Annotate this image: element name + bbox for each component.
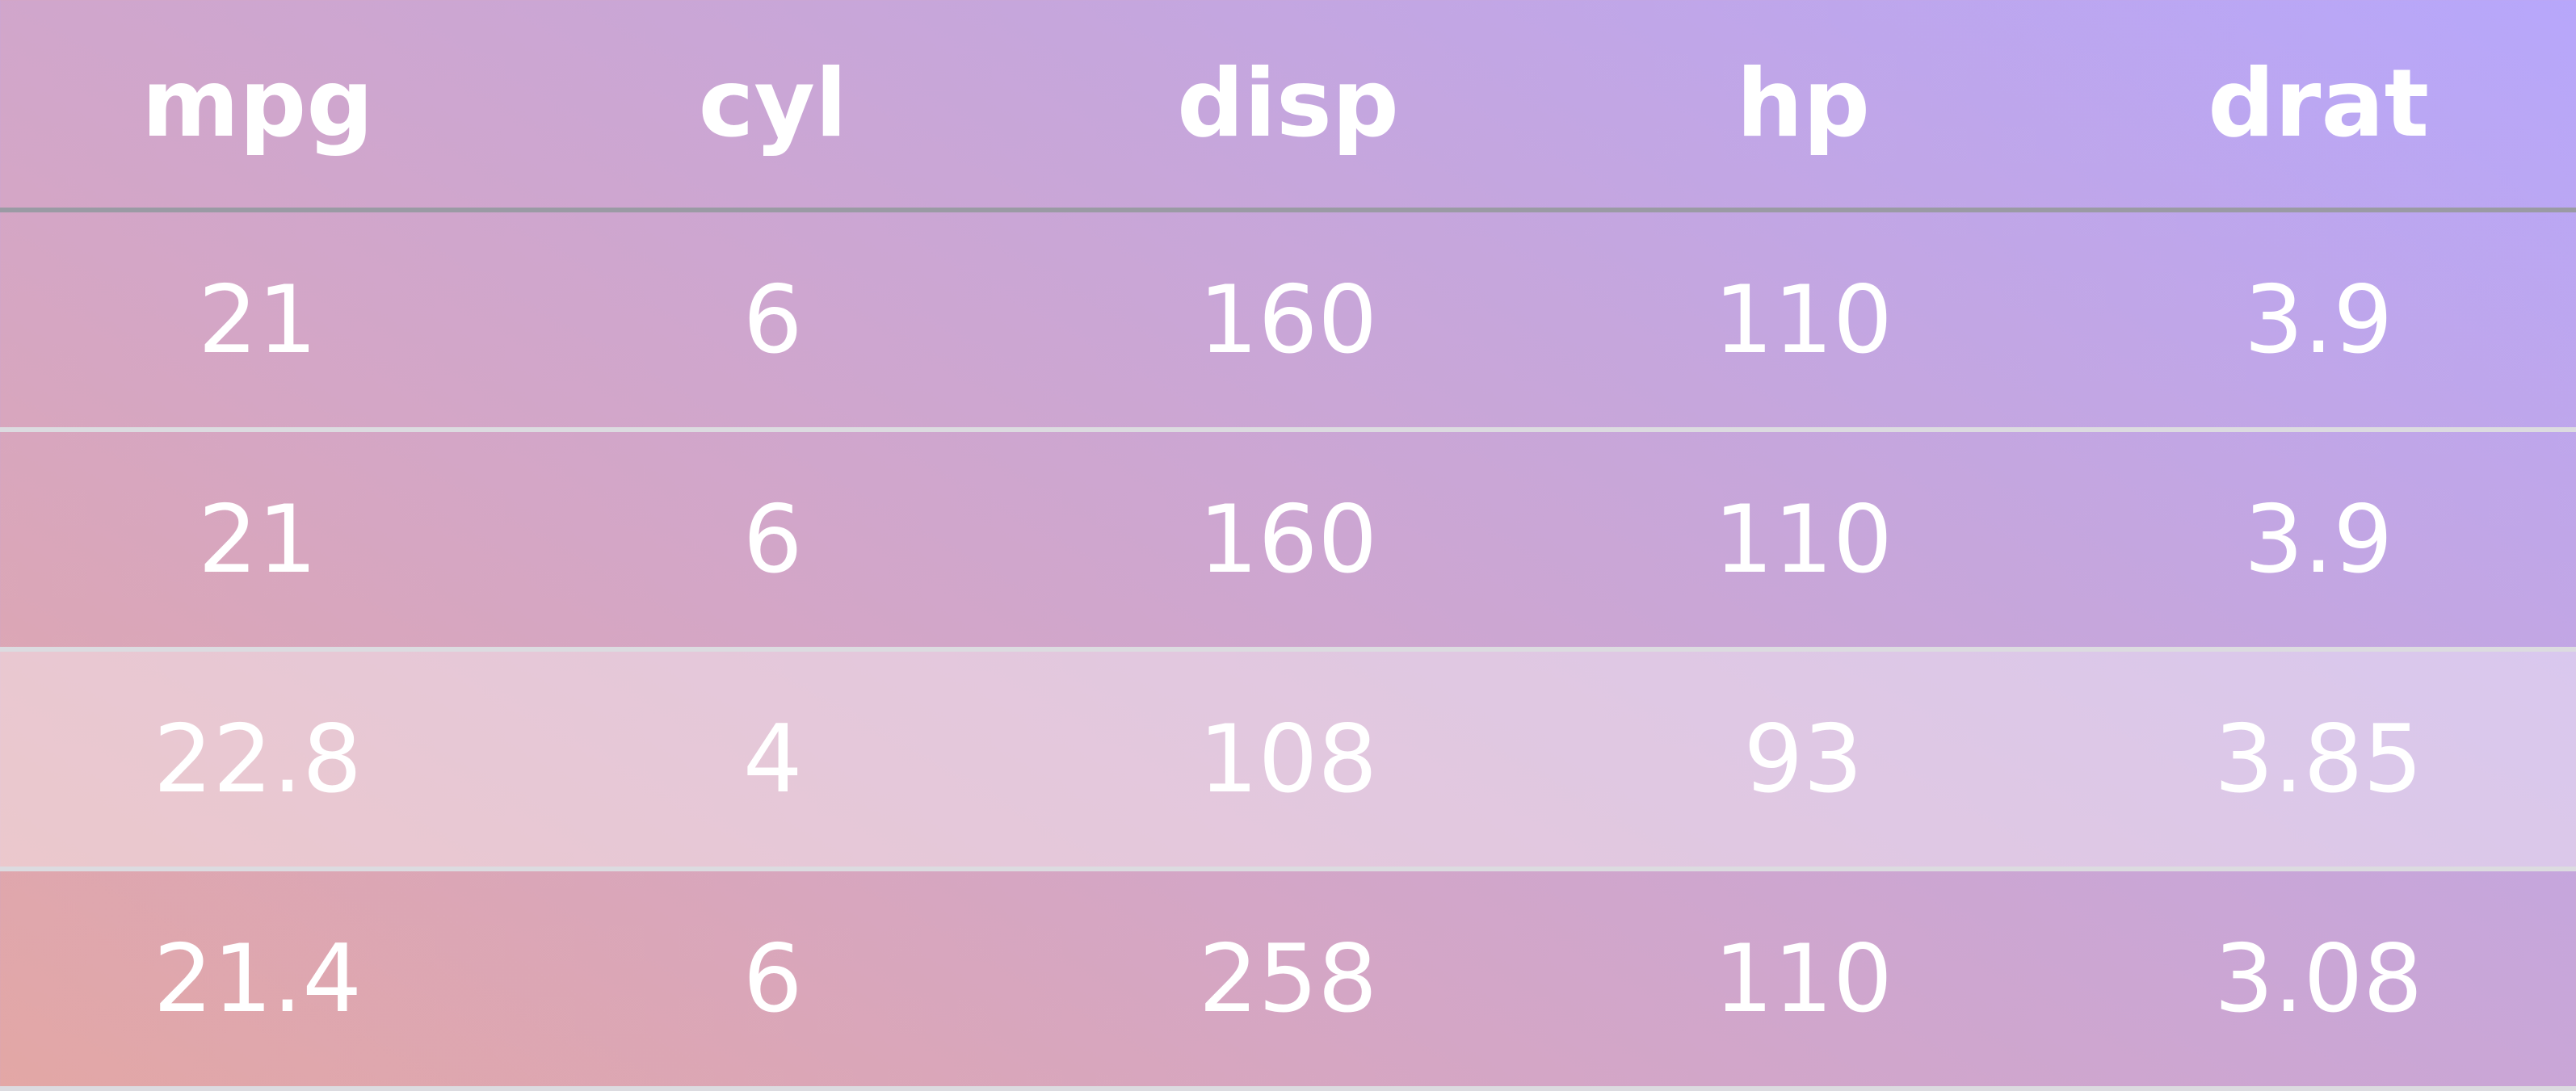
table-cell: 6 <box>515 427 1031 649</box>
table-row[interactable]: 21.4 6 258 110 3.08 <box>0 867 2576 1091</box>
table-header: mpg cyl disp hp drat <box>0 0 2576 212</box>
table-cell: 21 <box>0 427 515 649</box>
table-cell: 21 <box>198 265 317 375</box>
column-header-mpg[interactable]: mpg <box>0 0 515 212</box>
table-cell: 4 <box>515 647 1031 869</box>
table-cell: 93 <box>1545 647 2061 869</box>
column-header-drat[interactable]: drat <box>2061 0 2576 212</box>
table-body: 21 6 160 110 3.9 21 6 160 110 3.9 22.8 4… <box>0 210 2576 1091</box>
table-cell: 6 <box>742 265 803 375</box>
table-cell: 110 <box>1713 265 1893 375</box>
table-cell: 3.85 <box>2061 647 2576 869</box>
table-cell: 21.4 <box>0 867 515 1091</box>
table-cell: 160 <box>1030 427 1546 649</box>
column-header-cyl[interactable]: cyl <box>515 0 1031 212</box>
table-cell: 110 <box>1545 427 2061 649</box>
table-cell: 3.08 <box>2061 867 2576 1091</box>
table-row[interactable]: 21 6 160 110 3.9 <box>0 210 2576 430</box>
table-row-highlighted[interactable]: 22.8 4 108 93 3.85 <box>0 647 2576 869</box>
column-header-disp[interactable]: disp <box>1030 0 1546 212</box>
table-row[interactable]: 21 6 160 110 3.9 <box>0 427 2576 649</box>
table-cell: 110 <box>1545 867 2061 1091</box>
table-cell: 108 <box>1030 647 1546 869</box>
table-cell: 6 <box>515 867 1031 1091</box>
column-header-hp[interactable]: hp <box>1545 0 2061 212</box>
table-cell: 3.9 <box>2243 265 2393 375</box>
table-cell: 3.9 <box>2061 427 2576 649</box>
table-cell: 258 <box>1030 867 1546 1091</box>
table-cell: 160 <box>1198 265 1378 375</box>
table-cell: 22.8 <box>0 647 515 869</box>
header-row: mpg cyl disp hp drat <box>0 0 2576 212</box>
